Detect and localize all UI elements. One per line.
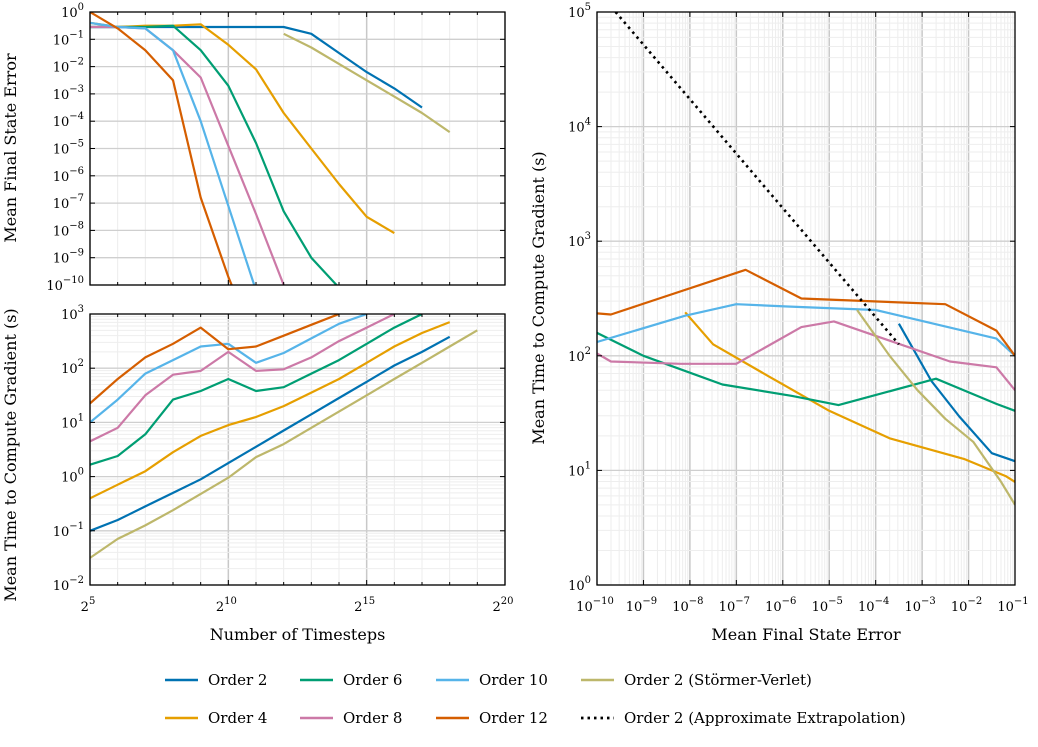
legend-label: Order 2 (Approximate Extrapolation) — [624, 709, 906, 727]
legend-entry-order-6: Order 6 — [300, 671, 402, 689]
y-tick-label: 10−7 — [53, 193, 84, 212]
y-tick-label: 10−2 — [53, 575, 84, 594]
series-line-order-6 — [90, 314, 423, 466]
series-line-order-12 — [90, 12, 233, 285]
chart-bottom-left: 103 102 101 100 10−1 10−2 25 210 215 220 Number of… — [1, 304, 514, 644]
chart-panels: 10010−110−210−310−410−510−610−710−810−91… — [1, 2, 1029, 644]
x-tick-label: 10−2 — [951, 596, 982, 615]
series-line-order-4 — [684, 311, 1015, 483]
y-tick-label: 100 — [568, 575, 591, 594]
series-line-order-12 — [597, 268, 1015, 357]
legend-label: Order 12 — [479, 709, 548, 727]
y-tick-label: 10−8 — [53, 220, 84, 239]
y-tick-label: 103 — [568, 231, 591, 250]
legend-label: Order 2 — [208, 671, 267, 689]
y-axis-label: Mean Time to Compute Gradient (s) — [1, 308, 20, 601]
x-tick-label: 10−9 — [626, 596, 657, 615]
y-tick-label: 10−1 — [53, 521, 84, 540]
y-tick-label: 100 — [61, 2, 84, 21]
y-tick-label: 10−10 — [46, 275, 84, 294]
legend-label: Order 2 (Störmer-Verlet) — [624, 671, 812, 689]
x-axis-label: Number of Timesteps — [210, 625, 386, 644]
series-group-top-left — [90, 12, 451, 285]
series-line-order-4 — [90, 321, 451, 500]
y-tick-label: 104 — [568, 117, 591, 136]
legend-label: Order 10 — [479, 671, 548, 689]
series-line-order-10 — [597, 303, 1015, 357]
legend-entry-order-12: Order 12 — [436, 709, 548, 727]
y-axis-label: Mean Final State Error — [1, 53, 20, 243]
y-tick-label: 10−5 — [53, 139, 84, 158]
x-tick-label: 10−7 — [719, 596, 750, 615]
tick-labels-bottom-left: 103 102 101 100 10−1 10−2 25 210 215 220 — [53, 304, 514, 615]
x-tick-label: 220 — [492, 596, 513, 615]
y-tick-label: 10−2 — [53, 57, 84, 76]
series-group-right — [597, 12, 1015, 506]
x-tick-label: 215 — [354, 596, 375, 615]
y-tick-label: 102 — [61, 358, 84, 377]
chart-top-left: 100 10−1 10−2 10−3 10−4 10−5 10−6 10−7 10−8 10−9 1… — [1, 2, 506, 294]
legend: Order 2 Order 6 Order 10 Order 2 (Störmer-V… — [165, 671, 906, 727]
x-tick-label: 10−10 — [576, 596, 614, 615]
tick-marks-bottom-left — [89, 313, 506, 586]
x-tick-label: 10−3 — [904, 596, 935, 615]
series-line-order-10 — [90, 21, 256, 285]
series-line-order-2 — [897, 323, 1015, 463]
x-tick-label: 210 — [216, 596, 237, 615]
series-group-bottom-left — [90, 314, 478, 559]
y-tick-label: 10−6 — [53, 166, 84, 185]
legend-entry-order-2-approximate-extrapolation: Order 2 (Approximate Extrapolation) — [581, 709, 906, 727]
series-line-order-8 — [90, 314, 395, 443]
tick-marks-right — [596, 11, 1016, 586]
series-line-order-2-st-rmer-verlet — [856, 309, 1015, 506]
y-tick-label: 101 — [568, 460, 591, 479]
y-tick-label: 102 — [568, 346, 591, 365]
series-line-order-2-st-rmer-verlet — [283, 32, 451, 134]
y-tick-label: 103 — [61, 304, 84, 323]
legend-entry-order-10: Order 10 — [436, 671, 548, 689]
y-tick-label: 10−3 — [53, 84, 84, 103]
tick-marks-top-left — [89, 11, 506, 286]
axes-frame — [596, 11, 1016, 586]
series-line-order-2-approximate-extrapolation — [614, 12, 900, 346]
legend-entry-order-2-st-rmer-verlet: Order 2 (Störmer-Verlet) — [581, 671, 812, 689]
y-tick-label: 100 — [61, 467, 84, 486]
grid-top-left — [89, 12, 506, 286]
x-tick-label: 10−1 — [997, 596, 1028, 615]
x-tick-label: 25 — [81, 596, 96, 615]
axes-frame — [89, 313, 506, 586]
y-tick-label: 10−9 — [53, 248, 84, 267]
y-tick-label: 10−1 — [53, 29, 84, 48]
x-axis-label: Mean Final State Error — [711, 625, 901, 644]
legend-entry-order-4: Order 4 — [165, 709, 267, 727]
series-line-order-8 — [90, 25, 285, 285]
series-line-order-12 — [90, 314, 340, 405]
x-tick-label: 10−6 — [765, 596, 796, 615]
legend-label: Order 6 — [343, 671, 402, 689]
series-line-order-10 — [90, 314, 368, 424]
series-line-order-8 — [597, 320, 1015, 391]
x-tick-label: 10−4 — [858, 596, 889, 615]
series-line-order-4 — [90, 21, 395, 235]
series-line-order-6 — [90, 24, 339, 285]
tick-labels-right: 105 104 103 102 101 100 10−10 10−9 10−8 10−7 10−6 1… — [568, 2, 1029, 615]
series-line-order-2 — [90, 335, 451, 532]
tick-labels-top-left: 100 10−1 10−2 10−3 10−4 10−5 10−6 10−7 10−8 10−9 1… — [46, 2, 84, 294]
x-tick-label: 10−8 — [672, 596, 703, 615]
y-tick-label: 101 — [61, 412, 84, 431]
legend-label: Order 8 — [343, 709, 402, 727]
y-axis-label: Mean Time to Compute Gradient (s) — [529, 151, 548, 444]
series-line-order-2-st-rmer-verlet — [90, 329, 478, 559]
grid-right — [596, 12, 1015, 586]
x-tick-label: 10−5 — [812, 596, 843, 615]
chart-right: 105 104 103 102 101 100 10−10 10−9 10−8 10−7 10−6 1… — [529, 2, 1029, 644]
legend-label: Order 4 — [208, 709, 267, 727]
legend-entry-order-2: Order 2 — [165, 671, 267, 689]
series-line-order-6 — [597, 331, 1015, 412]
legend-entry-order-8: Order 8 — [300, 709, 402, 727]
y-tick-label: 10−4 — [53, 111, 84, 130]
y-tick-label: 105 — [568, 2, 591, 21]
